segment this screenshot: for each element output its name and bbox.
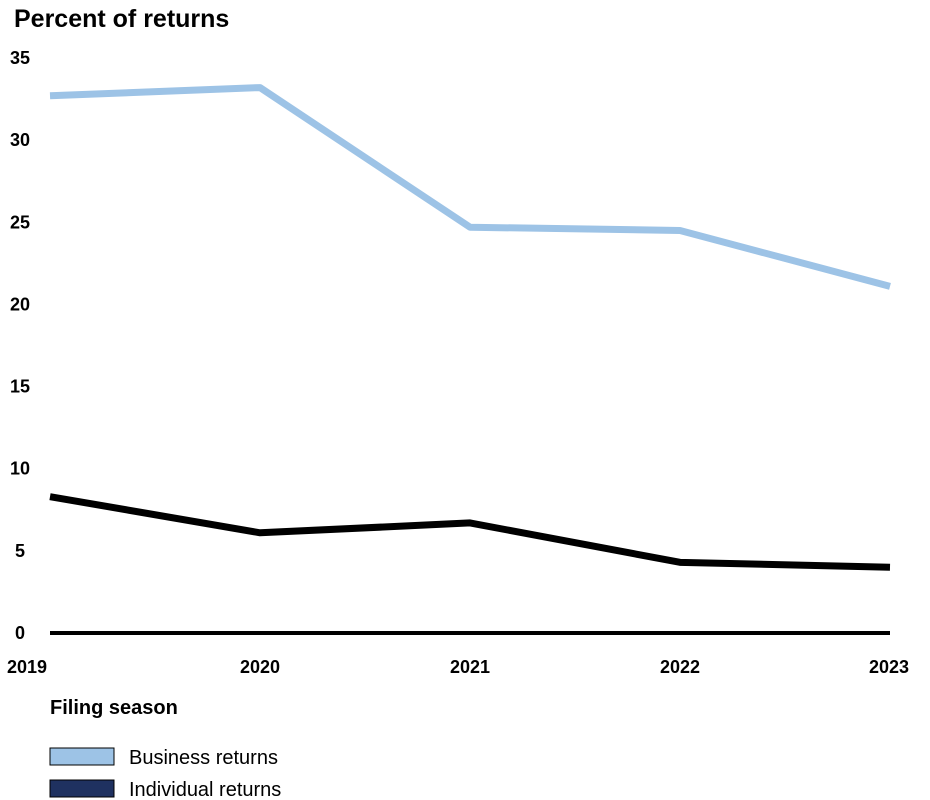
series-lines <box>47 84 893 571</box>
x-tick-label: 2023 <box>869 657 909 677</box>
data-point <box>257 85 263 91</box>
y-tick-label: 30 <box>10 130 30 150</box>
x-tick-label: 2020 <box>240 657 280 677</box>
data-point <box>887 564 893 570</box>
y-tick-label: 20 <box>10 294 30 314</box>
x-tick-label: 2022 <box>660 657 700 677</box>
x-axis-title: Filing season <box>50 697 178 719</box>
y-tick-label: 0 <box>15 623 25 643</box>
data-point <box>47 494 53 500</box>
y-tick-label: 25 <box>10 212 30 232</box>
y-tick-label: 35 <box>10 48 30 68</box>
legend: Business returns Individual returns <box>49 747 281 800</box>
legend-label-individual: Individual returns <box>129 779 281 800</box>
data-point <box>467 224 473 230</box>
data-point <box>47 93 53 99</box>
y-tick-label: 15 <box>10 377 30 397</box>
x-tick-label: 2021 <box>450 657 490 677</box>
y-tick-label: 5 <box>15 541 25 561</box>
series-line-business <box>49 84 891 290</box>
chart-title: Percent of returns <box>14 5 229 33</box>
data-point <box>467 520 473 526</box>
y-axis-ticks: 0 5 10 15 20 25 30 35 <box>10 48 30 643</box>
data-point <box>677 228 683 234</box>
x-tick-label: 2019 <box>7 657 47 677</box>
legend-label-business: Business returns <box>129 747 278 769</box>
y-tick-label: 10 <box>10 459 30 479</box>
data-point <box>257 530 263 536</box>
data-point <box>677 559 683 565</box>
series-line-individual <box>49 493 891 571</box>
data-point <box>887 283 893 289</box>
x-axis-ticks: 2019 2020 2021 2022 2023 <box>7 657 909 677</box>
legend-swatch-business <box>49 747 115 766</box>
legend-swatch-individual <box>49 779 115 798</box>
